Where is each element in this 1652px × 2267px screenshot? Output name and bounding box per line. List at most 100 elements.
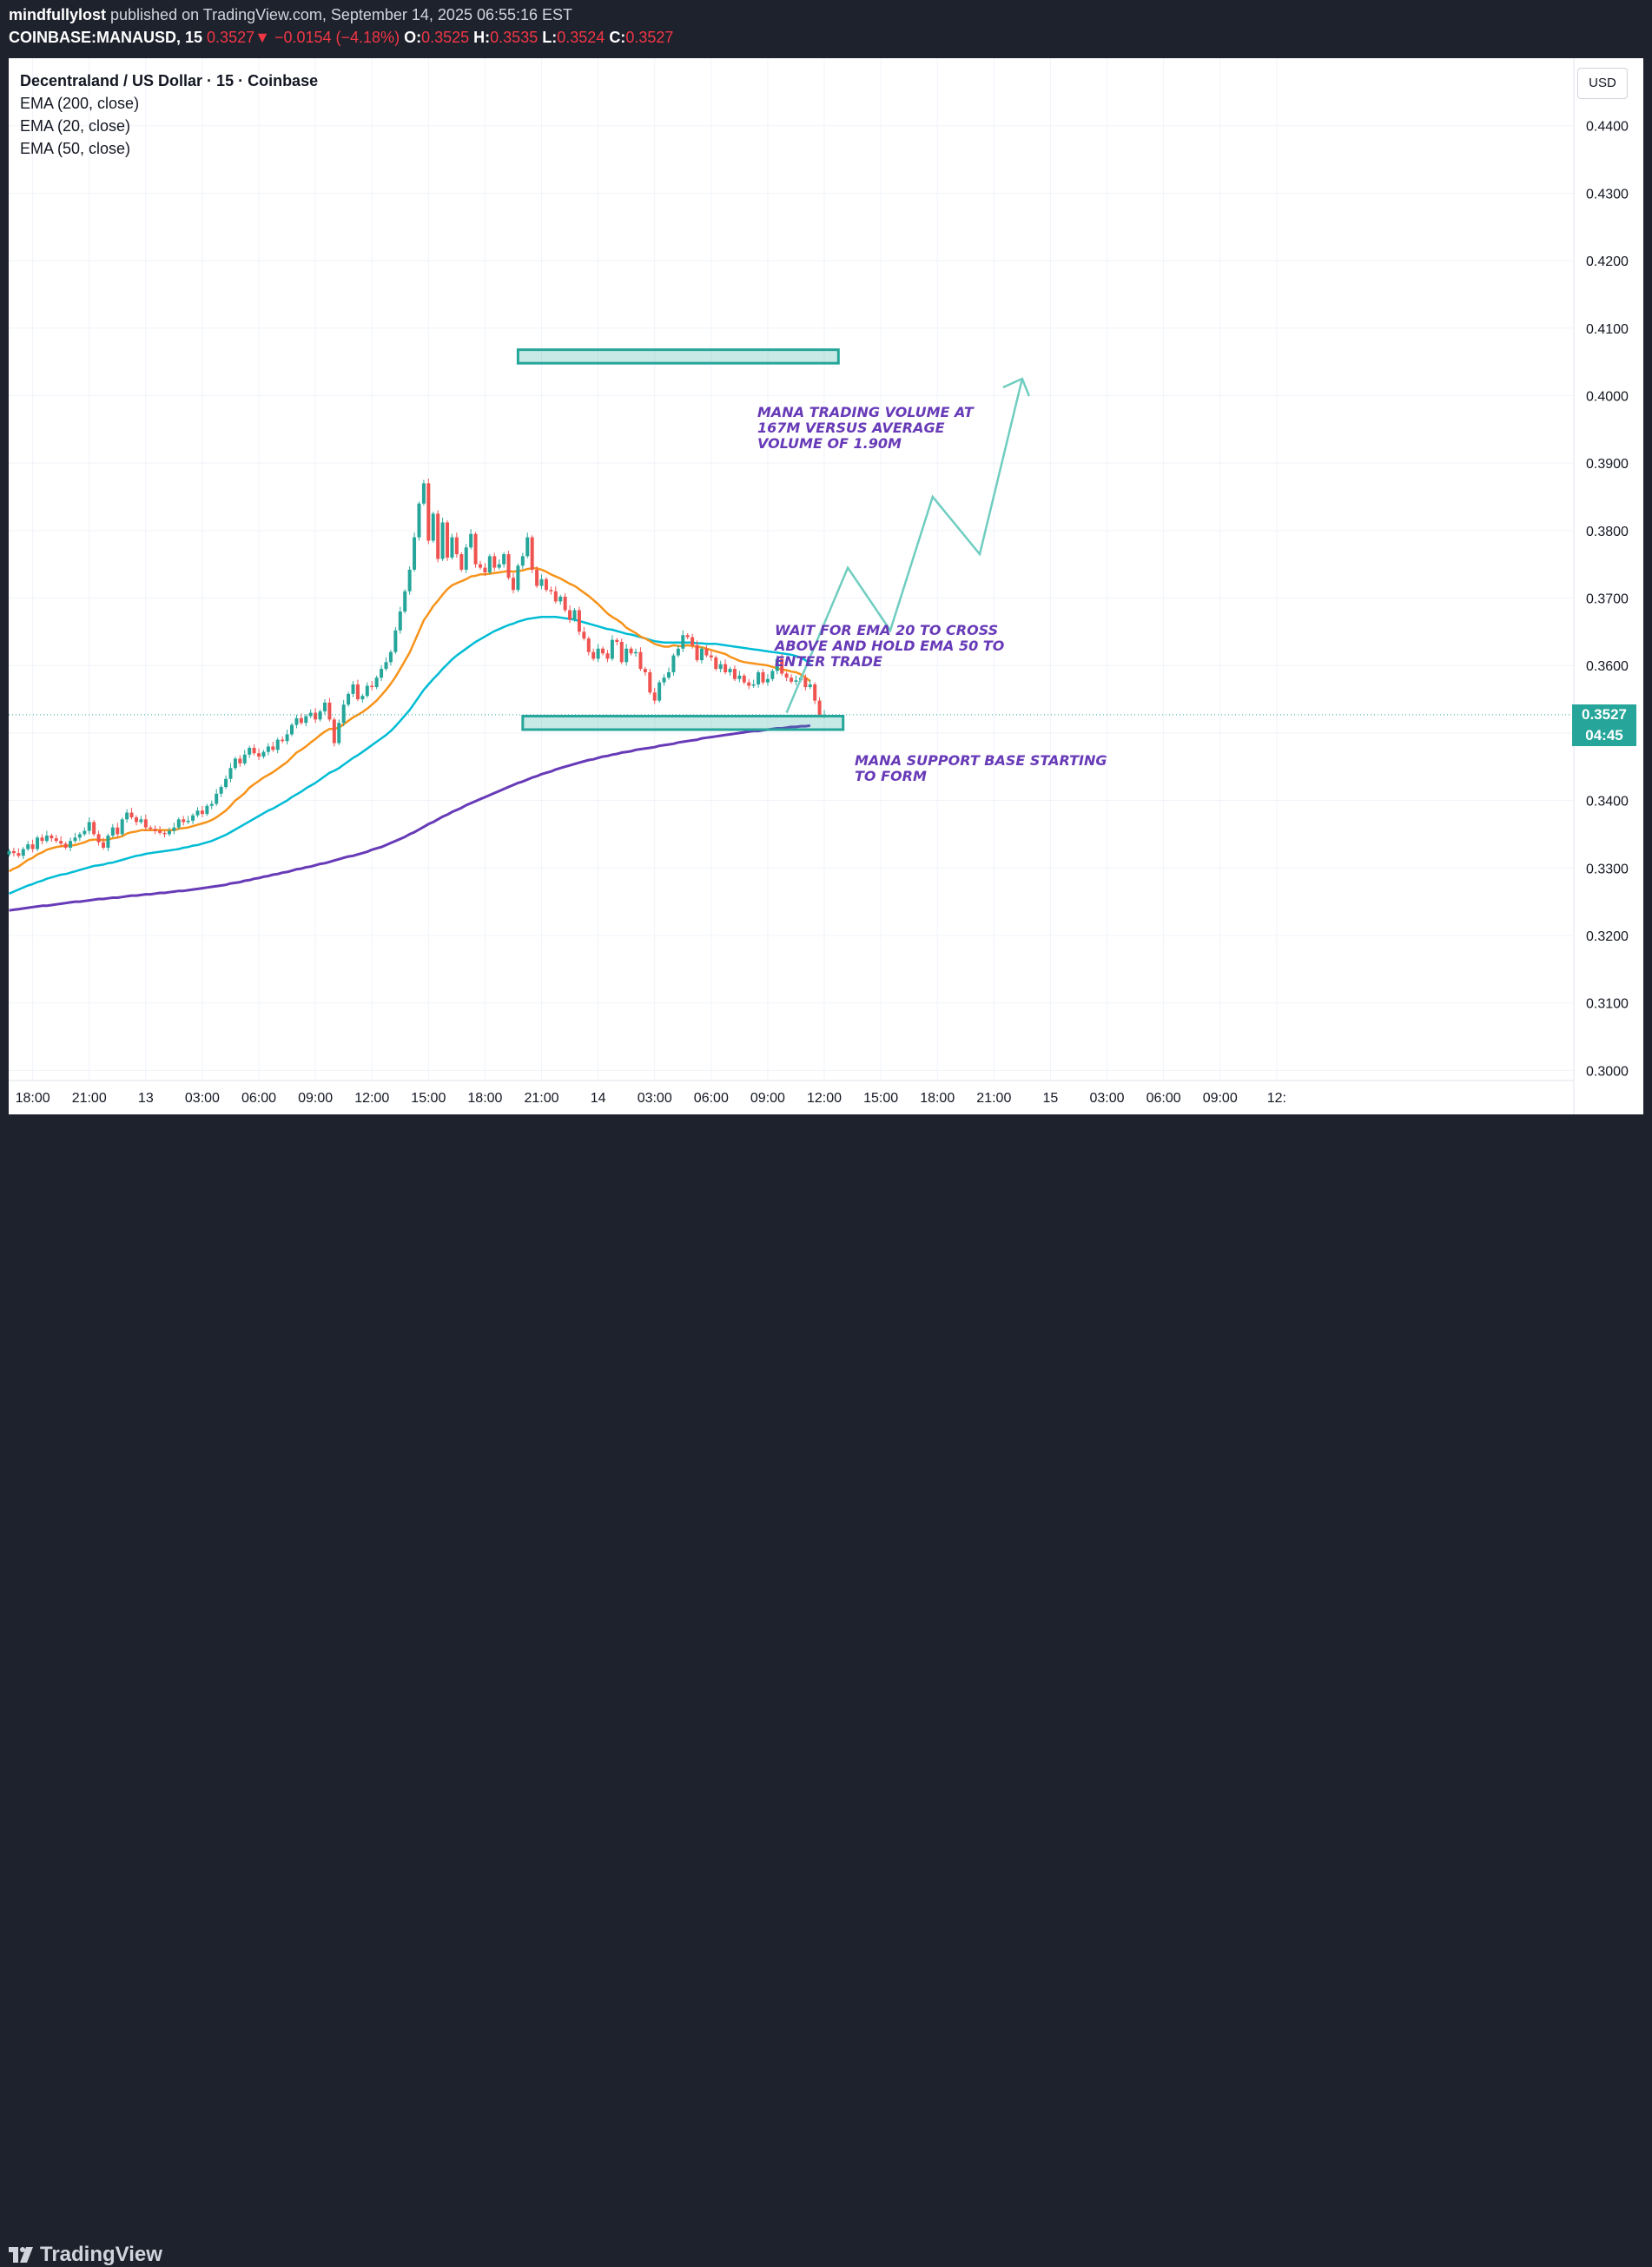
annotation-volume[interactable]: MANA TRADING VOLUME AT xyxy=(757,404,975,420)
candle-body xyxy=(407,569,412,592)
candle-body xyxy=(271,746,275,750)
candle-body xyxy=(102,842,105,848)
candle-body xyxy=(228,768,233,779)
candle-body xyxy=(765,678,770,683)
candle-body xyxy=(718,664,723,670)
ema200-line xyxy=(9,724,810,912)
time-tick-label: 06:00 xyxy=(241,1091,276,1106)
ema20-line xyxy=(8,567,811,873)
candle-body xyxy=(87,822,91,831)
candle-body xyxy=(591,651,596,659)
annotation-wait[interactable]: ENTER TRADE xyxy=(775,653,882,670)
zones-layer[interactable] xyxy=(516,348,845,731)
candle-body xyxy=(421,483,426,504)
time-tick-label: 03:00 xyxy=(1090,1091,1125,1106)
symbol-line: COINBASE:MANAUSD, 15 0.3527▼ −0.0154 (−4… xyxy=(9,29,673,47)
candle-body xyxy=(525,537,530,557)
candle-body xyxy=(813,684,817,701)
annotation-support[interactable]: TO FORM xyxy=(855,768,927,784)
tradingview-logo[interactable]: TradingView xyxy=(9,2243,162,2267)
candle-body xyxy=(129,812,134,818)
projection-arrowhead[interactable] xyxy=(1002,377,1031,397)
candle-body xyxy=(535,569,539,586)
close-value: 0.3527 xyxy=(625,29,674,46)
candle-body xyxy=(281,739,285,742)
candle-body xyxy=(685,635,690,638)
candle-body xyxy=(374,677,379,688)
annotation-volume[interactable]: 167M VERSUS AVERAGE xyxy=(757,420,945,436)
candle-body xyxy=(195,810,200,816)
candle-body xyxy=(139,819,143,823)
candle-body xyxy=(266,746,270,752)
price-tick-label: 0.3900 xyxy=(1586,457,1629,472)
price-tick-label: 0.3100 xyxy=(1586,997,1629,1012)
candle-body xyxy=(290,724,294,735)
candle-body xyxy=(757,671,761,684)
candle-body xyxy=(186,820,190,823)
candle-body xyxy=(629,648,633,654)
annotation-wait[interactable]: WAIT FOR EMA 20 TO CROSS xyxy=(775,622,998,638)
legend-title[interactable]: Decentraland / US Dollar · 15 · Coinbase xyxy=(20,72,319,89)
price-tick-label: 0.3000 xyxy=(1586,1064,1629,1079)
candle-body xyxy=(742,675,746,683)
candle-body xyxy=(351,684,355,694)
price-axis[interactable]: 0.30000.31000.32000.33000.34000.35000.36… xyxy=(1586,120,1629,1080)
candle-body xyxy=(120,819,124,835)
candle-body xyxy=(17,853,21,856)
candle-body xyxy=(341,704,346,724)
legend-ema200[interactable]: EMA (200, close) xyxy=(20,95,140,112)
candle-body xyxy=(558,596,563,602)
price-tick-label: 0.4100 xyxy=(1586,322,1629,337)
candle-body xyxy=(695,644,699,660)
candle-body xyxy=(327,702,332,720)
candle-body xyxy=(322,702,327,712)
candle-body xyxy=(544,578,548,591)
price-tick-label: 0.4300 xyxy=(1586,187,1629,202)
candle-body xyxy=(233,758,237,769)
time-tick-label: 15:00 xyxy=(411,1091,446,1106)
candle-body xyxy=(446,522,450,558)
low-value: 0.3524 xyxy=(557,29,605,46)
candle-body xyxy=(191,815,195,821)
annotation-support[interactable]: MANA SUPPORT BASE STARTING xyxy=(855,752,1107,769)
candle-body xyxy=(530,537,534,570)
candle-body xyxy=(615,639,619,643)
currency-button[interactable]: USD xyxy=(1577,68,1628,99)
annotation-volume[interactable]: VOLUME OF 1.90M xyxy=(757,435,902,452)
candle-body xyxy=(116,827,120,835)
legend-ema20[interactable]: EMA (20, close) xyxy=(20,117,131,135)
candle-body xyxy=(332,719,336,744)
candle-body xyxy=(36,837,40,849)
candles-series xyxy=(7,479,827,860)
candle-body xyxy=(318,711,322,720)
candle-body xyxy=(549,590,553,592)
candle-body xyxy=(671,655,676,672)
projection-path[interactable] xyxy=(785,378,1024,714)
annotation-wait[interactable]: ABOVE AND HOLD EMA 50 TO xyxy=(773,638,1005,654)
candle-body xyxy=(248,747,252,755)
candle-body xyxy=(506,554,511,578)
time-tick-label: 09:00 xyxy=(1203,1091,1238,1106)
publish-line: mindfullylost published on TradingView.c… xyxy=(9,6,572,24)
time-tick-label: 13 xyxy=(138,1091,154,1106)
candle-body xyxy=(275,739,280,750)
candle-body xyxy=(643,669,647,672)
ema50-line xyxy=(9,616,811,895)
chart-legend: Decentraland / US Dollar · 15 · Coinbase… xyxy=(20,69,318,160)
candle-body xyxy=(440,522,445,559)
symbol-name[interactable]: COINBASE:MANAUSD, 15 xyxy=(9,29,203,46)
author-name[interactable]: mindfullylost xyxy=(9,6,106,23)
candle-body xyxy=(355,684,360,700)
legend-ema50[interactable]: EMA (50, close) xyxy=(20,140,131,157)
candle-body xyxy=(304,716,308,724)
candle-body xyxy=(380,669,384,678)
support-zone[interactable] xyxy=(521,714,845,731)
target-zone[interactable] xyxy=(516,348,840,365)
candle-body xyxy=(751,684,756,686)
time-axis[interactable]: 18:00 21:00 13 03:00 06:00 09:00 12:00 15:00 18:… xyxy=(16,1091,1286,1106)
projection-path-layer[interactable] xyxy=(785,377,1031,714)
price-tick-label: 0.3600 xyxy=(1586,659,1629,674)
candle-body xyxy=(638,651,643,670)
